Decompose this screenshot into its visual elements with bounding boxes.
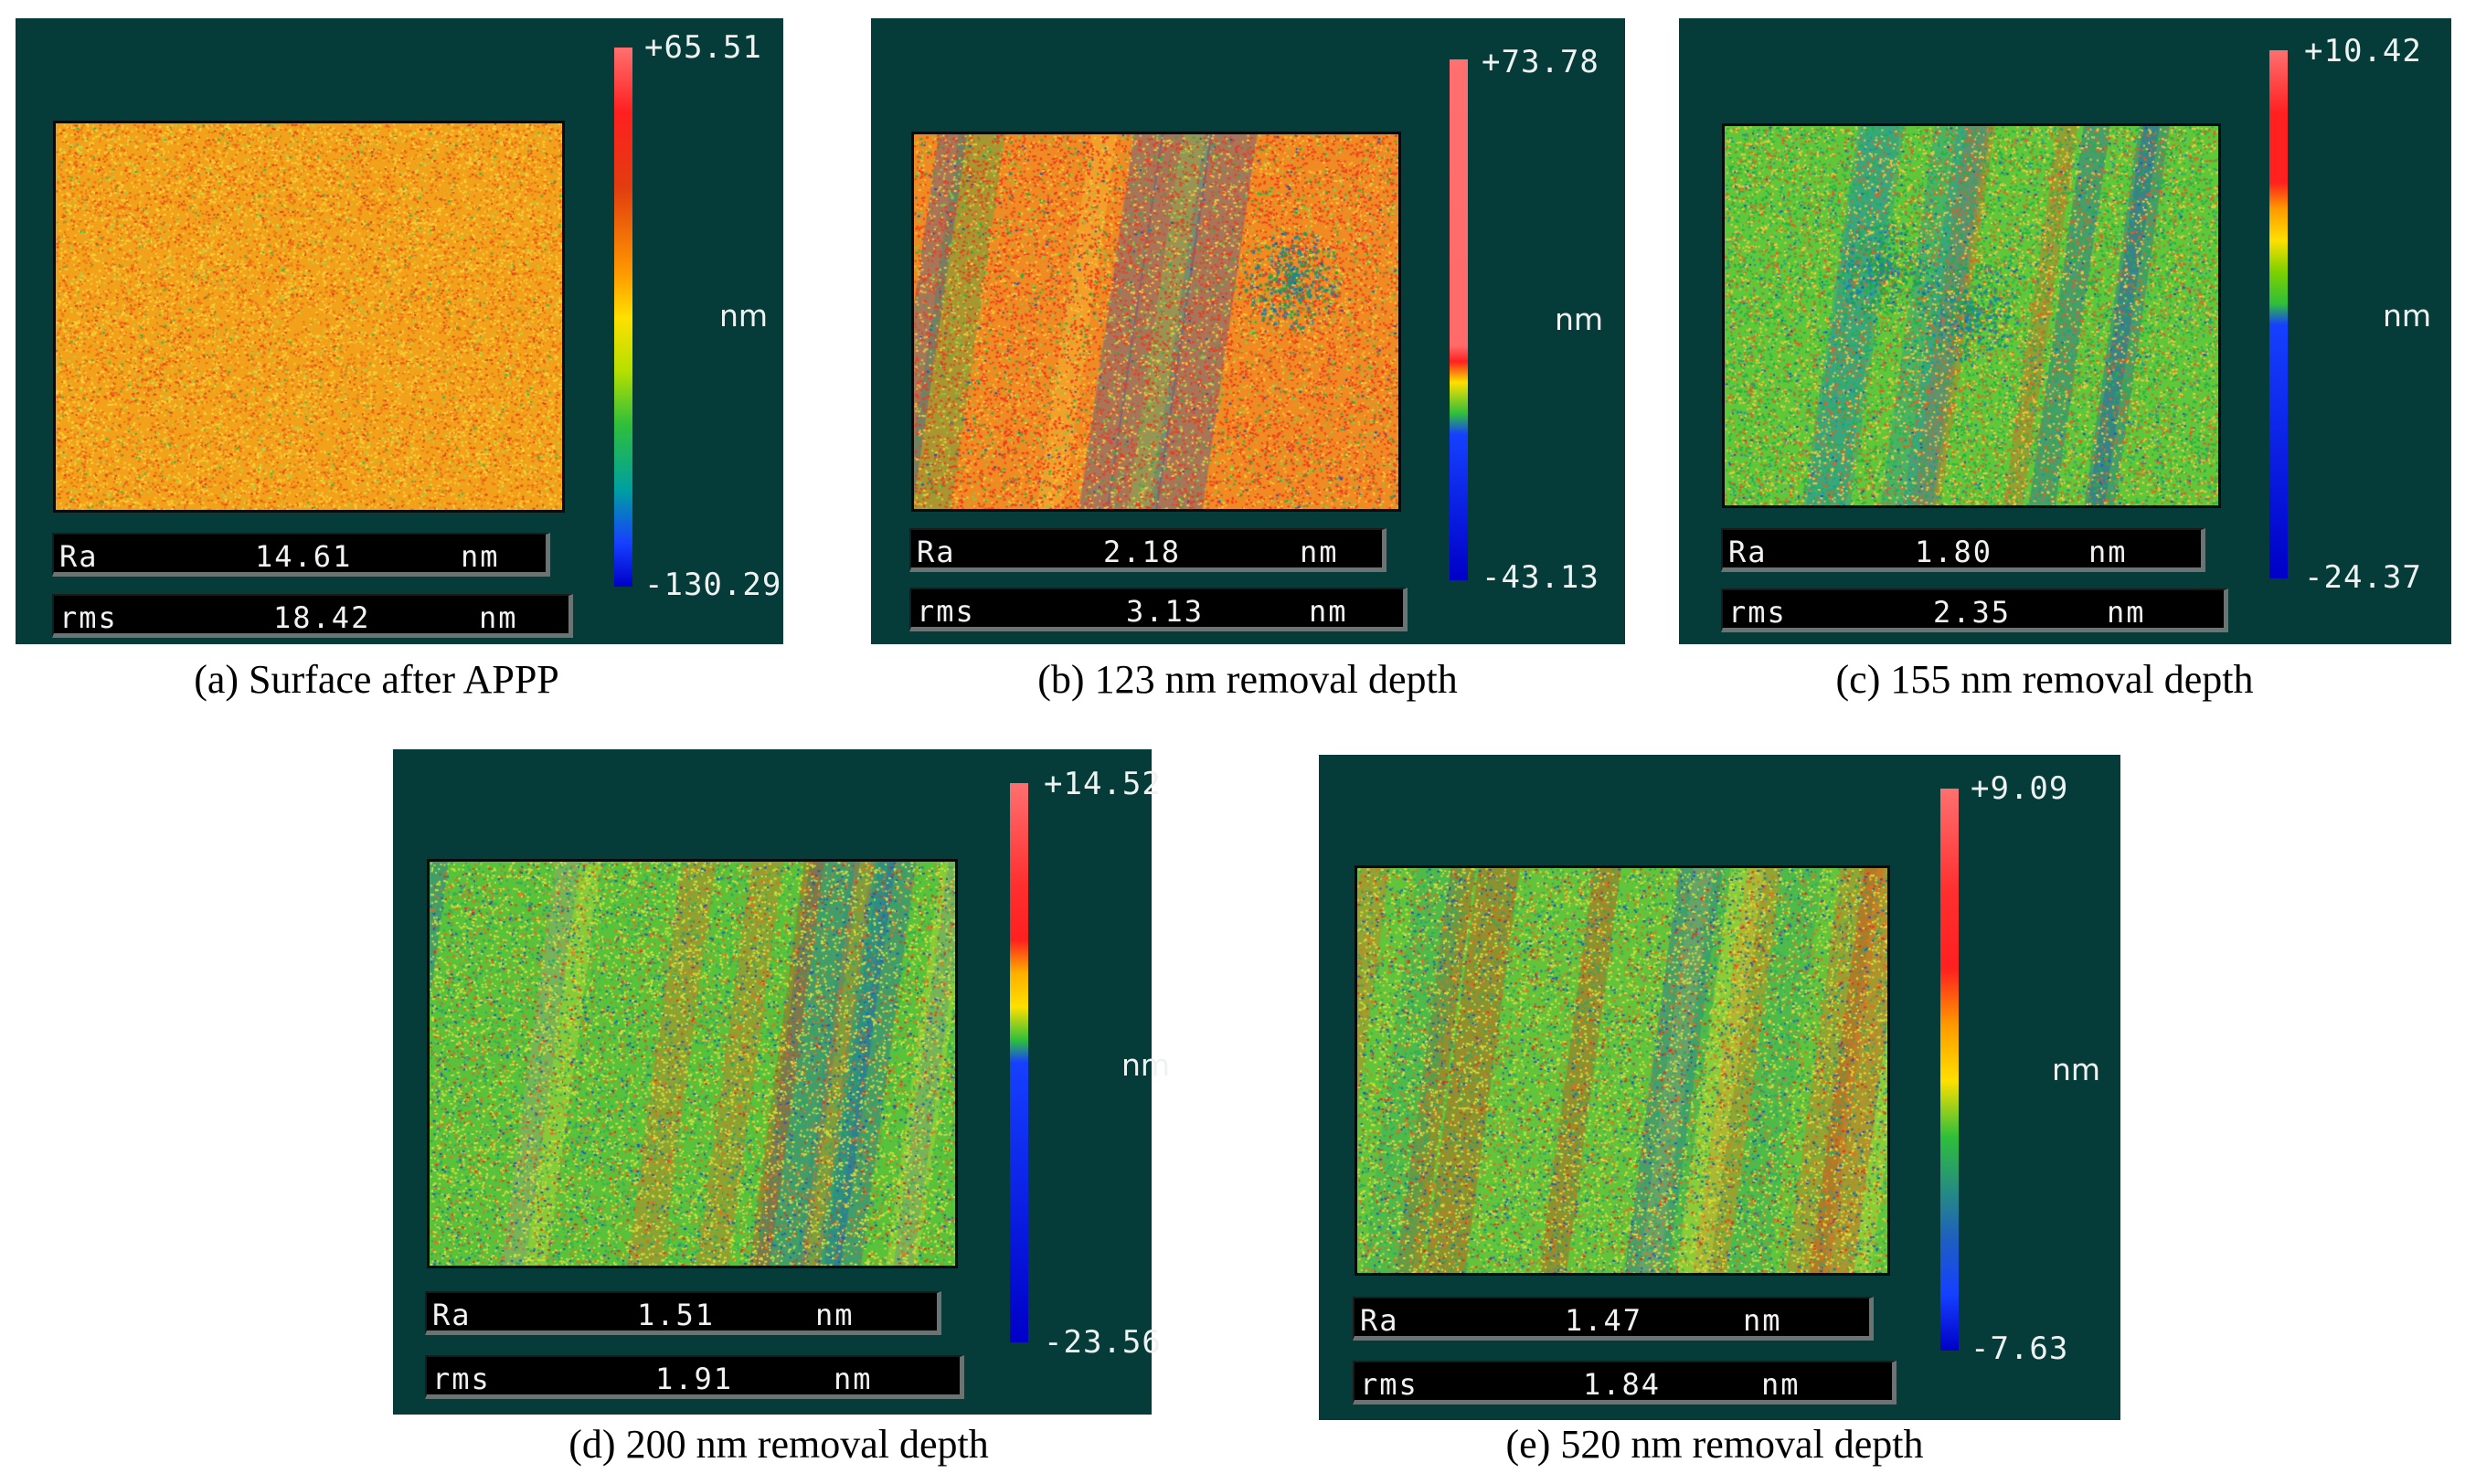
unit-label-d: nm <box>1121 1047 1171 1083</box>
ra-box-a: Ra 14.61 nm <box>52 533 550 577</box>
colorbar-a <box>614 48 632 587</box>
rms-unit-d: nm <box>834 1362 873 1396</box>
scale-max-e: +9.09 <box>1971 770 2069 807</box>
panel-a: +65.51 -130.29 nm Ra 14.61 nm rms 18.42 … <box>16 18 783 644</box>
ra-label-a: Ra <box>59 539 99 574</box>
unit-label-a: nm <box>719 298 769 334</box>
rms-label-b: rms <box>917 594 975 629</box>
rms-box-e: rms 1.84 nm <box>1353 1361 1897 1404</box>
scale-min-b: -43.13 <box>1482 559 1599 596</box>
scale-min-a: -130.29 <box>644 567 782 603</box>
caption-d: (d) 200 nm removal depth <box>568 1422 989 1467</box>
ra-label-e: Ra <box>1360 1303 1399 1338</box>
rms-value-b: 3.13 <box>1126 594 1205 629</box>
surface-map-e <box>1357 868 1887 1273</box>
ra-unit-d: nm <box>815 1298 855 1332</box>
scale-max-d: +14.52 <box>1044 766 1162 802</box>
rms-value-a: 18.42 <box>273 600 371 635</box>
ra-box-d: Ra 1.51 nm <box>425 1291 941 1335</box>
ra-value-d: 1.51 <box>637 1298 716 1332</box>
panel-c: +10.42 -24.37 nm Ra 1.80 nm rms 2.35 nm <box>1679 18 2451 644</box>
panel-b: +73.78 -43.13 nm Ra 2.18 nm rms 3.13 nm <box>871 18 1625 644</box>
caption-a: (a) Surface after APPP <box>194 657 559 702</box>
scale-max-b: +73.78 <box>1482 44 1599 80</box>
caption-e: (e) 520 nm removal depth <box>1505 1422 1924 1467</box>
ra-value-a: 14.61 <box>255 539 353 574</box>
unit-label-c: nm <box>2383 298 2432 334</box>
ra-unit-e: nm <box>1743 1303 1782 1338</box>
rms-label-e: rms <box>1360 1367 1418 1402</box>
panel-d: +14.52 -23.56 nm Ra 1.51 nm rms 1.91 nm <box>393 749 1170 1415</box>
scale-max-c: +10.42 <box>2304 33 2422 69</box>
rms-value-d: 1.91 <box>655 1362 734 1396</box>
rms-value-e: 1.84 <box>1583 1367 1662 1402</box>
rms-value-c: 2.35 <box>1933 595 2012 630</box>
panel-e: +9.09 -7.63 nm Ra 1.47 nm rms 1.84 nm <box>1319 755 2120 1420</box>
ra-box-b: Ra 2.18 nm <box>909 528 1387 572</box>
ra-label-d: Ra <box>432 1298 472 1332</box>
rms-label-d: rms <box>432 1362 491 1396</box>
rms-label-c: rms <box>1728 595 1787 630</box>
ra-box-e: Ra 1.47 nm <box>1353 1297 1874 1341</box>
rms-label-a: rms <box>59 600 118 635</box>
ra-value-e: 1.47 <box>1565 1303 1643 1338</box>
ra-unit-c: nm <box>2088 535 2128 569</box>
ra-unit-b: nm <box>1300 535 1339 569</box>
rms-box-d: rms 1.91 nm <box>425 1355 964 1399</box>
rms-box-c: rms 2.35 nm <box>1721 588 2228 632</box>
ra-value-c: 1.80 <box>1915 535 1993 569</box>
ra-label-b: Ra <box>917 535 956 569</box>
caption-c: (c) 155 nm removal depth <box>1835 657 2254 702</box>
ra-box-c: Ra 1.80 nm <box>1721 528 2205 572</box>
ra-value-b: 2.18 <box>1103 535 1182 569</box>
rms-unit-c: nm <box>2107 595 2146 630</box>
ra-unit-a: nm <box>461 539 500 574</box>
ra-label-c: Ra <box>1728 535 1768 569</box>
rms-unit-e: nm <box>1761 1367 1801 1402</box>
scale-min-d: -23.56 <box>1044 1324 1162 1361</box>
rms-unit-a: nm <box>479 600 518 635</box>
scale-min-e: -7.63 <box>1971 1330 2069 1367</box>
colorbar-c <box>2269 50 2288 578</box>
surface-map-a <box>56 123 562 510</box>
colorbar-e <box>1940 789 1959 1351</box>
surface-map-b <box>914 134 1398 509</box>
rms-box-b: rms 3.13 nm <box>909 588 1408 631</box>
unit-label-e: nm <box>2052 1052 2101 1087</box>
colorbar-b <box>1450 59 1468 580</box>
rms-unit-b: nm <box>1309 594 1348 629</box>
scale-max-a: +65.51 <box>644 29 762 66</box>
rms-box-a: rms 18.42 nm <box>52 594 573 638</box>
caption-b: (b) 123 nm removal depth <box>1037 657 1458 702</box>
scale-min-c: -24.37 <box>2304 559 2422 596</box>
surface-map-d <box>430 862 955 1266</box>
unit-label-b: nm <box>1555 302 1604 337</box>
surface-map-c <box>1725 126 2218 505</box>
colorbar-d <box>1010 783 1028 1342</box>
